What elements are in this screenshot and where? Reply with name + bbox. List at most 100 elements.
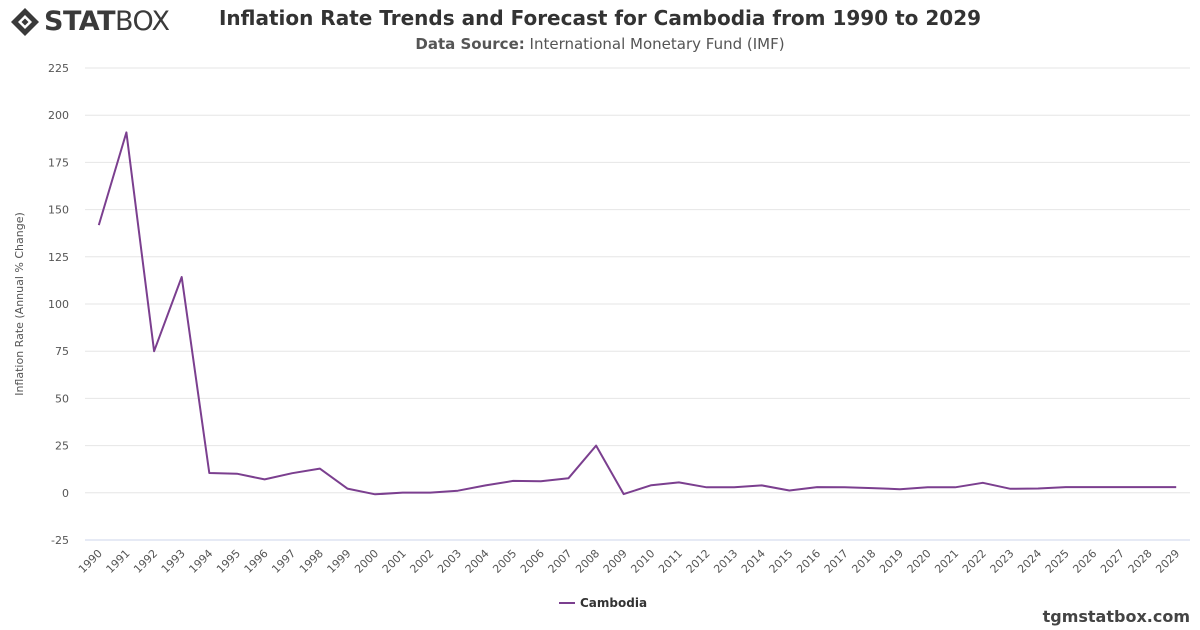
data-point <box>1062 483 1070 491</box>
x-tick-label: 2013 <box>711 547 740 576</box>
y-axis-label: Inflation Rate (Annual % Change) <box>13 212 26 396</box>
x-tick-label: 1994 <box>186 547 215 576</box>
data-point <box>979 479 987 487</box>
series-line-cambodia <box>97 131 1177 496</box>
y-tick-label: 100 <box>48 298 69 311</box>
source-value: International Monetary Fund (IMF) <box>529 35 785 53</box>
x-tick-label: 2016 <box>794 547 823 576</box>
x-tick-label: 2004 <box>463 547 492 576</box>
diamond-logo-icon <box>11 8 39 36</box>
legend-label: Cambodia <box>580 596 647 610</box>
data-point <box>1117 483 1125 491</box>
data-point <box>537 477 545 485</box>
x-tick-label: 2011 <box>656 547 685 576</box>
x-tick-label: 2019 <box>877 547 906 576</box>
data-point <box>122 128 130 136</box>
x-tick-label: 2001 <box>380 547 409 576</box>
y-tick-label: 150 <box>48 204 69 217</box>
data-point <box>509 477 517 485</box>
x-tick-label: 1993 <box>159 547 188 576</box>
watermark: tgmstatbox.com <box>1042 607 1190 626</box>
data-point <box>482 481 490 489</box>
brand-name-bold: STAT <box>44 6 115 37</box>
chart-title: Inflation Rate Trends and Forecast for C… <box>218 6 982 30</box>
data-point <box>813 483 821 491</box>
x-tick-label: 1998 <box>297 547 326 576</box>
x-tick-label: 2014 <box>739 547 768 576</box>
x-tick-label: 2007 <box>546 547 575 576</box>
series-group <box>95 128 1180 498</box>
data-point <box>841 483 849 491</box>
x-tick-label: 1999 <box>325 547 354 576</box>
x-tick-label: 2024 <box>1015 547 1044 576</box>
x-tick-label: 2005 <box>490 547 519 576</box>
data-point <box>730 483 738 491</box>
y-tick-label: 25 <box>55 440 69 453</box>
x-tick-label: 2003 <box>435 547 464 576</box>
y-tick-label: 50 <box>55 392 69 405</box>
chart-subtitle: Data Source: International Monetary Fund… <box>0 35 1200 53</box>
x-tick-label: 2029 <box>1153 547 1182 576</box>
x-tick-label: 2012 <box>684 547 713 576</box>
data-point <box>924 483 932 491</box>
x-tick-label: 2028 <box>1126 547 1155 576</box>
data-point <box>454 487 462 495</box>
data-point <box>233 470 241 478</box>
source-label: Data Source: <box>415 35 525 53</box>
data-point <box>1089 483 1097 491</box>
x-tick-label: 2026 <box>1070 547 1099 576</box>
x-tick-label: 1996 <box>242 547 271 576</box>
x-tick-label: 1997 <box>269 547 298 576</box>
x-tick-label: 2000 <box>352 547 381 576</box>
data-point <box>896 485 904 493</box>
x-tick-label: 1995 <box>214 547 243 576</box>
x-tick-label: 2023 <box>988 547 1017 576</box>
data-point <box>205 469 213 477</box>
data-point <box>261 475 269 483</box>
data-point <box>343 485 351 493</box>
data-point <box>785 487 793 495</box>
brand-name-light: BOX <box>114 6 170 37</box>
data-point <box>178 273 186 281</box>
data-point <box>647 481 655 489</box>
x-tick-label: 2022 <box>960 547 989 576</box>
data-point <box>564 474 572 482</box>
data-point <box>868 484 876 492</box>
y-tick-label: -25 <box>51 534 69 547</box>
data-point <box>951 483 959 491</box>
data-point <box>95 221 103 229</box>
data-point <box>1006 485 1014 493</box>
y-tick-label: 75 <box>55 345 69 358</box>
data-point <box>1034 484 1042 492</box>
data-point <box>675 478 683 486</box>
data-point <box>288 469 296 477</box>
x-tick-label: 1991 <box>104 547 133 576</box>
x-tick-label: 2015 <box>767 547 796 576</box>
data-point <box>703 483 711 491</box>
x-tick-label: 2017 <box>822 547 851 576</box>
data-point <box>316 465 324 473</box>
x-tick-label: 2018 <box>849 547 878 576</box>
brand-logo: STATBOX <box>10 6 170 38</box>
x-tick-label: 2009 <box>601 547 630 576</box>
y-tick-label: 0 <box>62 487 69 500</box>
legend[interactable]: Cambodia <box>559 596 647 610</box>
data-point <box>1172 483 1180 491</box>
x-tick-label: 1990 <box>76 547 105 576</box>
x-tick-label: 2020 <box>905 547 934 576</box>
x-tick-label: 2010 <box>628 547 657 576</box>
x-tick-label: 2025 <box>1043 547 1072 576</box>
x-tick-label: 2027 <box>1098 547 1127 576</box>
data-point <box>1145 483 1153 491</box>
x-tick-label: 2006 <box>518 547 547 576</box>
data-point <box>620 490 628 498</box>
x-tick-label: 2008 <box>573 547 602 576</box>
y-tick-label: 225 <box>48 62 69 75</box>
data-point <box>426 489 434 497</box>
y-tick-label: 125 <box>48 251 69 264</box>
y-tick-label: 175 <box>48 156 69 169</box>
data-point <box>758 481 766 489</box>
y-tick-label: 200 <box>48 109 69 122</box>
y-axis-ticks: -25 0 25 50 75 100 125 150 175 200 225 <box>48 62 69 547</box>
